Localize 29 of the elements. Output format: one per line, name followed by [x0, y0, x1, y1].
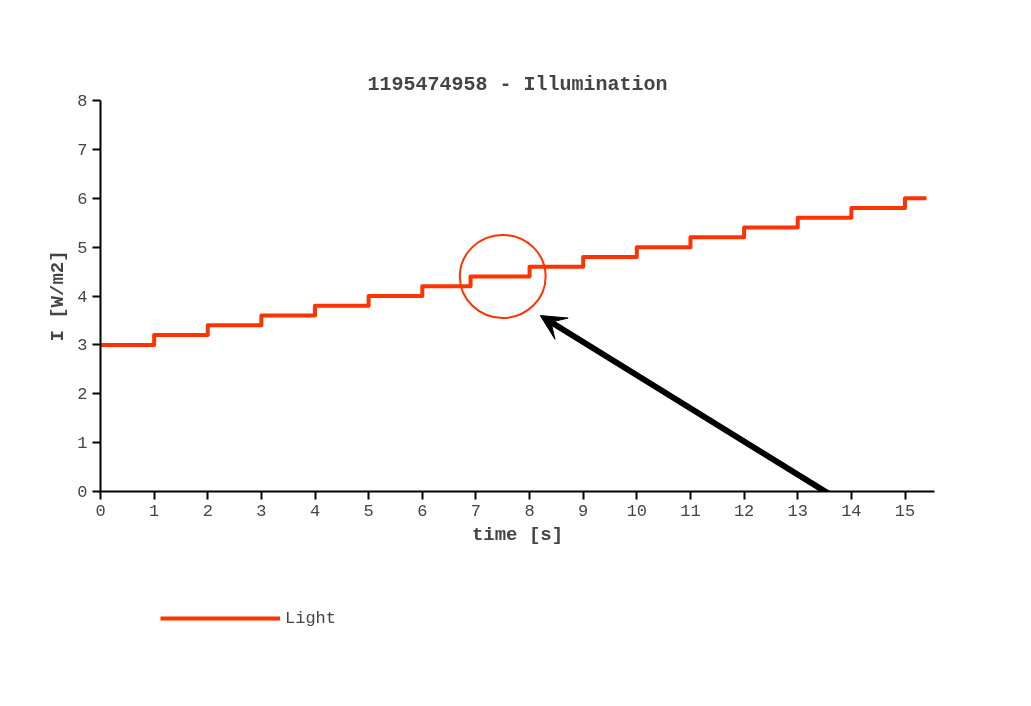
x-tick-label: 1 [149, 501, 160, 521]
x-tick-label: 15 [894, 501, 916, 521]
chart-title: 1195474958 - Illumination [367, 72, 668, 96]
x-tick-label: 6 [417, 501, 428, 521]
y-tick-label: 1 [77, 434, 88, 454]
y-tick-label: 8 [77, 92, 88, 111]
x-tick-label: 8 [524, 501, 535, 521]
x-tick-label: 10 [626, 501, 648, 521]
text: Light [285, 608, 337, 628]
x-tick-label: 9 [578, 501, 589, 521]
x-tick-label: 2 [202, 501, 213, 521]
y-tick-label: 3 [77, 336, 88, 356]
x-tick-label: 3 [256, 501, 267, 521]
x-tick-label: 12 [733, 501, 755, 521]
y-tick-label: 4 [77, 287, 88, 307]
x-tick-label: 14 [841, 501, 862, 521]
x-tick-label: 7 [470, 501, 482, 521]
y-tick-label: 2 [77, 385, 88, 405]
y-tick-label: 7 [77, 140, 88, 160]
y-tick-label: 6 [77, 189, 88, 209]
x-axis-title: time [s] [471, 523, 564, 546]
y-axis-title: I [W/m2] [47, 250, 70, 342]
y-tick-label: 5 [77, 238, 88, 258]
x-tick-label: 13 [787, 501, 808, 521]
x-tick-label: 5 [363, 501, 374, 521]
y-tick-label: 0 [77, 483, 88, 502]
x-tick-label: 4 [309, 501, 321, 521]
x-tick-label: 11 [680, 501, 701, 521]
x-tick-label: 0 [95, 501, 106, 521]
